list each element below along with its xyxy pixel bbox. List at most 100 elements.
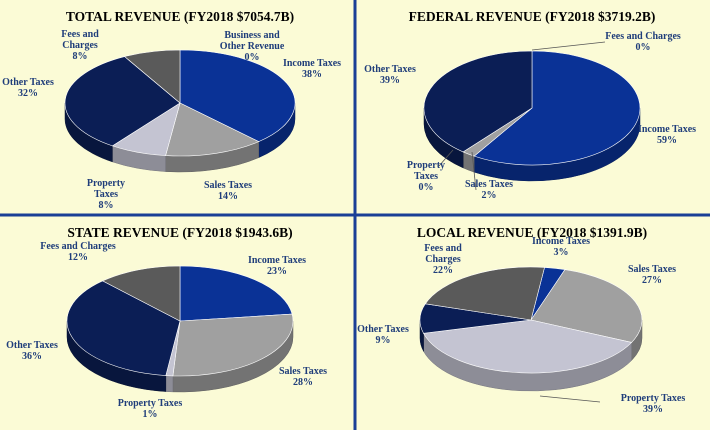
data-label-line: Sales Taxes (628, 264, 676, 275)
data-label-fees-and-charges: Fees and Charges 22% (424, 243, 462, 276)
slice-fees-and-charges (123, 49, 181, 104)
chart-title: FEDERAL REVENUE (FY2018 $3719.2B) (409, 9, 656, 24)
slice-property-taxes (423, 319, 633, 374)
federal-revenue-panel: FEDERAL REVENUE (FY2018 $3719.2B) Income… (364, 9, 696, 201)
data-label-line: Income Taxes (248, 255, 306, 266)
data-label-line: Property Taxes (118, 398, 183, 409)
leader-line (539, 395, 601, 403)
slice-income-taxes (179, 265, 293, 322)
data-label-line: Property Taxes (621, 393, 686, 404)
slice-other-taxes (423, 50, 533, 153)
data-label-other-taxes: Other Taxes 9% (357, 324, 409, 346)
pie-top-group (419, 266, 643, 374)
data-label-income-taxes: Income Taxes 38% (283, 58, 341, 80)
pie-top-group (66, 265, 294, 377)
data-label-line: 9% (376, 335, 391, 346)
data-label-line: 0% (245, 52, 260, 63)
data-label-line: Property (407, 160, 445, 171)
data-label-line: Charges (62, 40, 98, 51)
data-label-line: Property (87, 178, 125, 189)
data-label-business-and-other-revenue: Business and Other Revenue 0% (220, 30, 285, 63)
data-label-line: 2% (482, 190, 497, 201)
slice-sales-taxes (165, 102, 260, 157)
slice-sales-taxes (172, 313, 294, 377)
data-label-line: Income Taxes (283, 58, 341, 69)
data-label-line: 8% (99, 200, 114, 211)
data-label-fees-and-charges: Fees and Charges 12% (40, 241, 116, 263)
data-label-line: Taxes (94, 189, 118, 200)
data-label-other-taxes: Other Taxes 39% (364, 64, 416, 86)
data-label-line: Fees and Charges (40, 241, 116, 252)
data-label-line: 14% (218, 191, 238, 202)
data-label-line: 23% (267, 266, 287, 277)
data-label-line: 12% (68, 252, 88, 263)
data-label-line: 38% (302, 69, 322, 80)
data-label-line: 3% (554, 247, 569, 258)
total-revenue-panel: TOTAL REVENUE (FY2018 $7054.7B) Income T… (2, 9, 341, 211)
pie-top-group (64, 49, 296, 157)
data-label-line: Sales Taxes (279, 366, 327, 377)
data-label-line: 59% (657, 135, 677, 146)
chart-title: TOTAL REVENUE (FY2018 $7054.7B) (66, 9, 294, 24)
data-label-sales-taxes: Sales Taxes 28% (279, 366, 327, 388)
state-revenue-panel: STATE REVENUE (FY2018 $1943.6B) Income T… (6, 225, 327, 420)
leader-line (471, 151, 477, 191)
data-label-property-taxes: Property Taxes 39% (621, 393, 686, 415)
pie-top-group (423, 50, 641, 166)
data-label-property-taxes: Property Taxes 8% (87, 178, 125, 211)
chart-title: STATE REVENUE (FY2018 $1943.6B) (67, 225, 292, 240)
data-label-line: 1% (143, 409, 158, 420)
data-label-line: 39% (643, 404, 663, 415)
data-label-line: Income Taxes (638, 124, 696, 135)
data-label-line: 36% (22, 351, 42, 362)
slice-fees-and-charges (101, 265, 181, 322)
data-label-line: 0% (636, 42, 651, 53)
slice-income-taxes (179, 49, 296, 142)
data-label-line: Business and (224, 30, 280, 41)
data-label-income-taxes: Income Taxes 59% (638, 124, 696, 146)
data-label-line: Income Taxes (532, 236, 590, 247)
data-label-line: Fees and Charges (605, 31, 681, 42)
data-label-line: Other Revenue (220, 41, 285, 52)
data-label-fees-and-charges: Fees and Charges 8% (61, 29, 99, 62)
data-label-sales-taxes: Sales Taxes 27% (628, 264, 676, 286)
data-label-line: 27% (642, 275, 662, 286)
data-label-other-taxes: Other Taxes 36% (6, 340, 58, 362)
data-label-line: Sales Taxes (465, 179, 513, 190)
data-label-income-taxes: Income Taxes 3% (532, 236, 590, 258)
data-label-fees-and-charges: Fees and Charges 0% (605, 31, 681, 53)
data-label-line: 28% (293, 377, 313, 388)
leader-line (531, 41, 606, 51)
pie-side-group (64, 102, 296, 173)
data-label-property-taxes: Property Taxes 0% (407, 160, 445, 193)
data-label-line: Other Taxes (357, 324, 409, 335)
slice-other-taxes (66, 280, 181, 376)
data-label-line: 39% (380, 75, 400, 86)
data-label-line: Other Taxes (364, 64, 416, 75)
data-label-line: Taxes (414, 171, 438, 182)
slice-side-property-taxes (165, 375, 174, 393)
data-label-line: 8% (73, 51, 88, 62)
data-label-income-taxes: Income Taxes 23% (248, 255, 306, 277)
data-label-line: Fees and (61, 29, 99, 40)
slice-other-taxes (64, 56, 181, 147)
data-label-line: Sales Taxes (204, 180, 252, 191)
slice-sales-taxes (530, 269, 643, 343)
leader-line (438, 149, 454, 167)
data-label-line: 32% (18, 88, 38, 99)
data-label-line: Fees and (424, 243, 462, 254)
local-revenue-panel: LOCAL REVENUE (FY2018 $1391.9B) Income T… (357, 225, 685, 415)
slice-income-taxes (473, 50, 641, 166)
data-label-line: 22% (433, 265, 453, 276)
chart-title: LOCAL REVENUE (FY2018 $1391.9B) (417, 225, 647, 240)
data-label-line: Other Taxes (2, 77, 54, 88)
data-label-line: 0% (419, 182, 434, 193)
data-label-sales-taxes: Sales Taxes 14% (204, 180, 252, 202)
data-label-other-taxes: Other Taxes 32% (2, 77, 54, 99)
data-label-property-taxes: Property Taxes 1% (118, 398, 183, 420)
data-label-line: Other Taxes (6, 340, 58, 351)
slice-fees-and-charges (424, 266, 545, 321)
data-label-line: Charges (425, 254, 461, 265)
data-label-sales-taxes: Sales Taxes 2% (465, 179, 513, 201)
